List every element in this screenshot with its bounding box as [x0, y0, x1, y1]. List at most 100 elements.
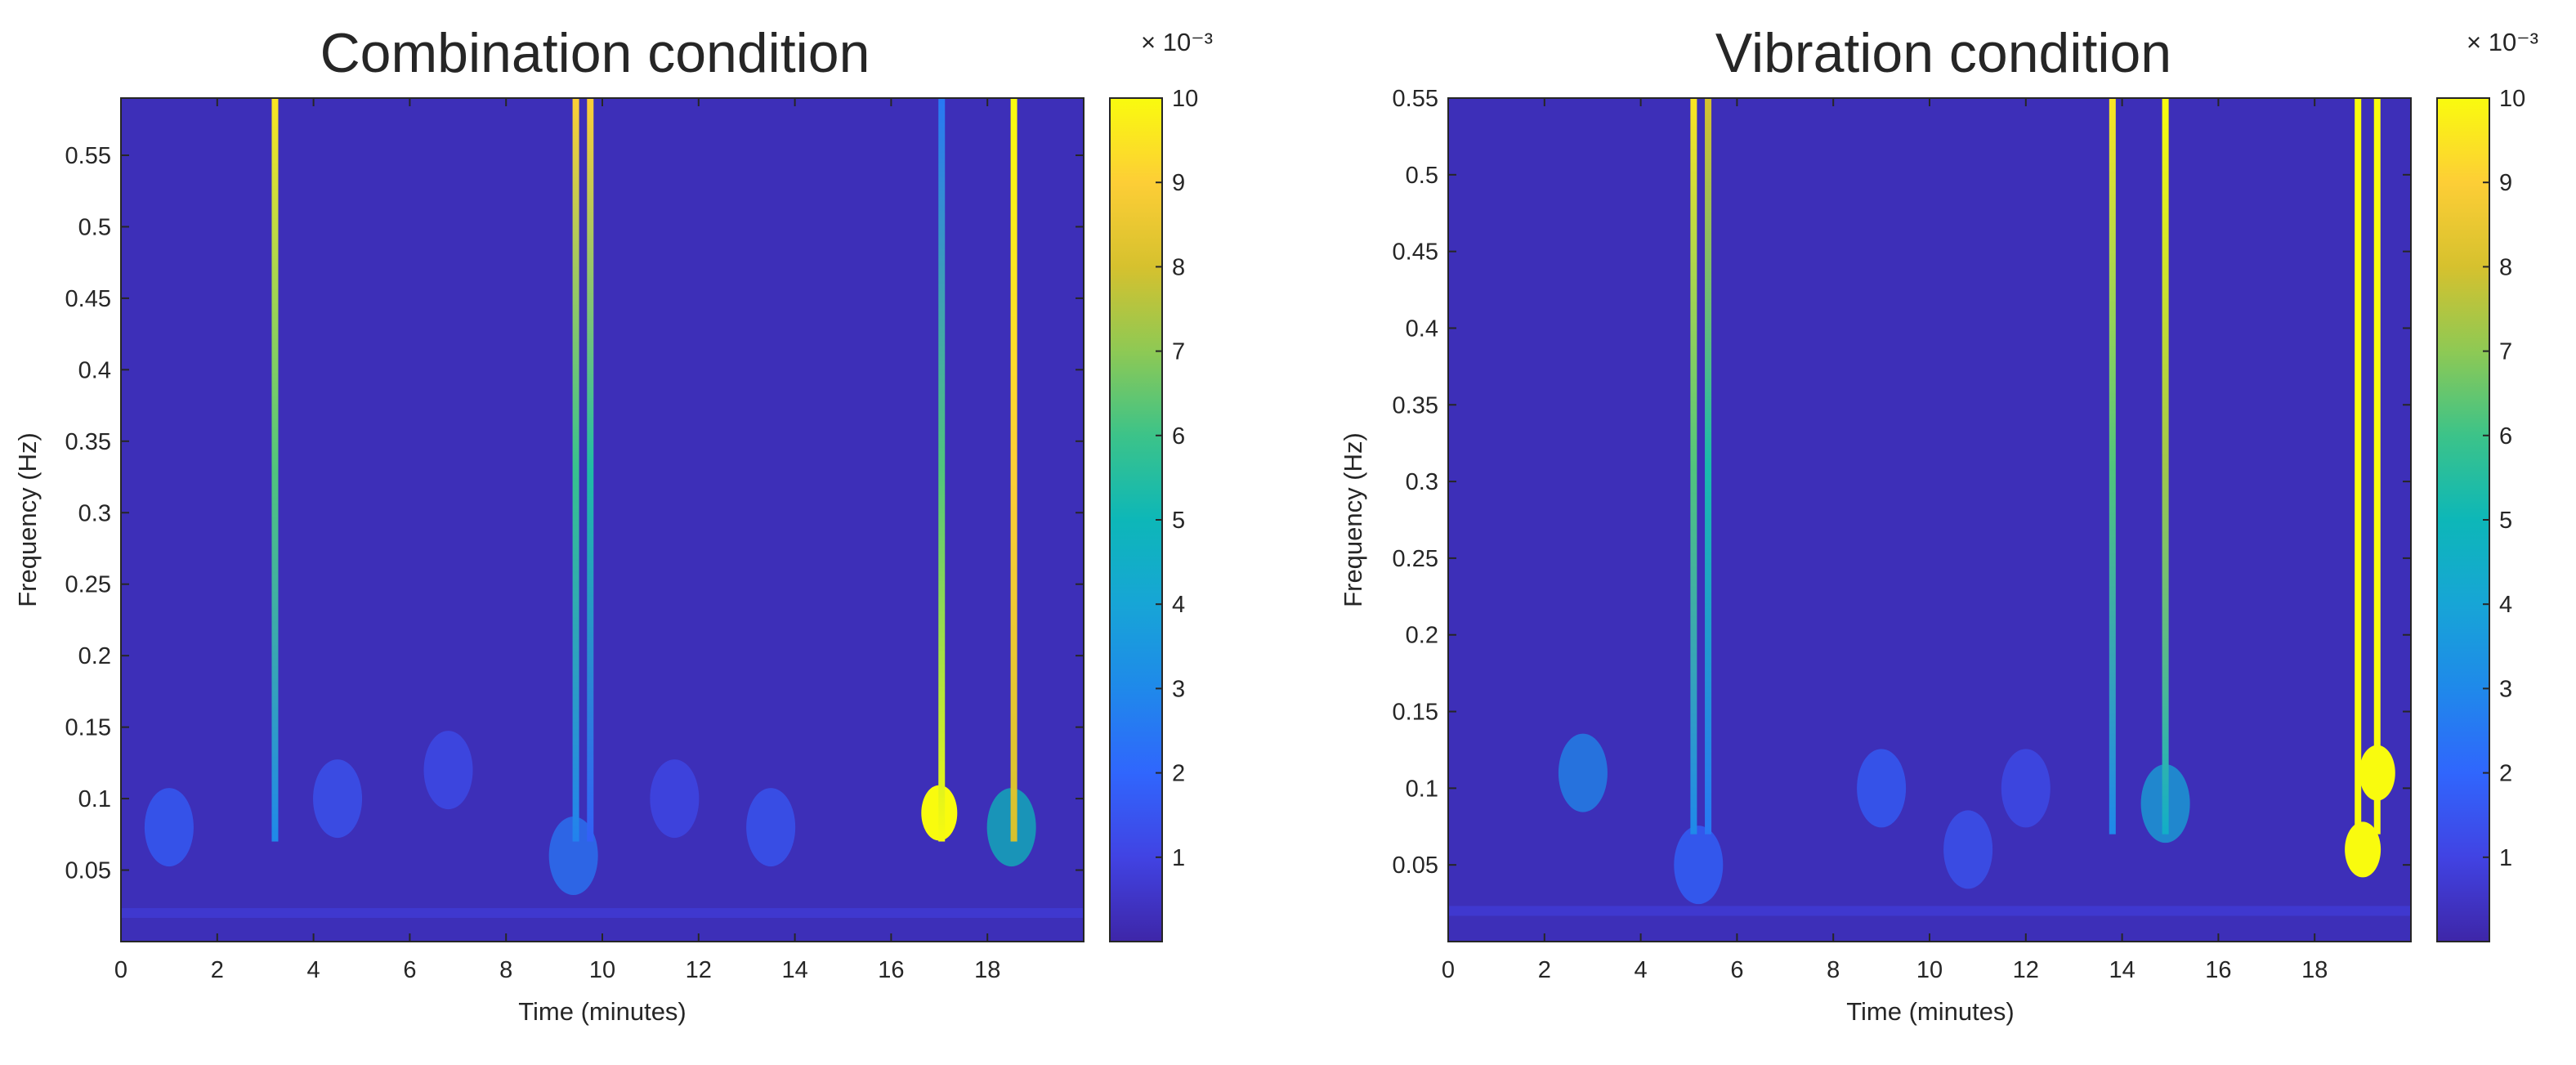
heatmap-blob	[1857, 749, 1907, 828]
chart-title: Vibration condition	[1715, 22, 2171, 84]
heatmap-blob	[1674, 826, 1724, 905]
panel-vibration: Vibration condition 0.050.10.150.20.250.…	[1339, 22, 2538, 1026]
x-tick-label: 16	[878, 957, 904, 983]
x-tick-label: 14	[781, 957, 807, 983]
colorbar-tick-label: 6	[2499, 423, 2512, 450]
colorbar-tick-label: 1	[2499, 845, 2512, 871]
x-tick-label: 2	[211, 957, 224, 983]
heatmap-ridge	[2162, 98, 2169, 835]
heatmap-ridge	[1010, 98, 1017, 842]
colorbar: 1 2 3 4 5 6 7 8 9 10 × 10⁻³	[1109, 28, 1213, 942]
x-ticks: 0 2 4 6 8 10 12 14 16 18	[114, 98, 1000, 983]
colorbar-tick-label: 9	[1172, 170, 1185, 196]
colorbar: 1 2 3 4 5 6 7 8 9 10 × 10⁻³	[2436, 28, 2538, 942]
colorbar-tick-label: 2	[2499, 761, 2512, 787]
heatmap-blob	[548, 817, 598, 896]
colorbar-ticks: 1 2 3 4 5 6 7 8 9 10	[2483, 86, 2525, 871]
low-frequency-band	[1448, 906, 2411, 916]
x-tick-label: 0	[114, 957, 127, 983]
colorbar-tick-label: 4	[2499, 592, 2512, 618]
x-tick-label: 16	[2205, 957, 2231, 983]
colorbar-tick-label: 5	[1172, 508, 1185, 534]
y-tick-label: 0.4	[78, 357, 111, 383]
colorbar-gradient	[2436, 97, 2490, 942]
x-axis-label: Time (minutes)	[1846, 997, 2015, 1026]
y-tick-label: 0.25	[65, 572, 111, 598]
heatmap-blob	[2345, 821, 2381, 878]
heatmap-marks	[1448, 98, 2411, 916]
heatmap-blob	[1558, 733, 1608, 812]
y-tick-label: 0.25	[1393, 546, 1438, 572]
heatmap-blob	[1943, 810, 1993, 889]
x-tick-label: 10	[589, 957, 615, 983]
y-tick-label: 0.2	[78, 643, 111, 669]
colorbar-tick-label: 5	[2499, 508, 2512, 534]
heatmap-blob	[2001, 749, 2051, 828]
y-tick-label: 0.55	[65, 143, 111, 169]
y-tick-label: 0.3	[78, 500, 111, 526]
heatmap-blob	[313, 759, 363, 839]
heatmap-blob	[746, 788, 796, 867]
y-tick-label: 0.45	[65, 286, 111, 312]
y-ticks: 0.05 0.1 0.15 0.2 0.25 0.3 0.35 0.4 0.45 0.5 0.55	[1393, 86, 2411, 879]
x-ticks: 0 2 4 6 8 10 12 14 16 18	[1442, 98, 2328, 983]
colorbar-tick-label: 7	[1172, 339, 1185, 365]
plot-background	[1448, 98, 2411, 942]
x-tick-label: 8	[499, 957, 512, 983]
heatmap-ridge	[2109, 98, 2116, 835]
x-tick-label: 12	[2013, 957, 2039, 983]
x-tick-label: 10	[1916, 957, 1943, 983]
heatmap-blob	[423, 731, 473, 810]
colorbar-multiplier: × 10⁻³	[1141, 28, 1213, 56]
colorbar-tick-label: 2	[1172, 761, 1185, 787]
chart-title: Combination condition	[320, 22, 870, 84]
y-tick-label: 0.05	[1393, 852, 1438, 879]
y-tick-label: 0.4	[1406, 315, 1438, 342]
heatmap-ridge	[2355, 98, 2362, 835]
y-tick-label: 0.05	[65, 858, 111, 884]
heatmap-area	[120, 97, 1085, 942]
colorbar-tick-label: 3	[2499, 676, 2512, 702]
colorbar-tick-label: 4	[1172, 592, 1185, 618]
x-tick-label: 14	[2109, 957, 2135, 983]
colorbar-multiplier: × 10⁻³	[2466, 28, 2538, 56]
x-tick-label: 0	[1442, 957, 1455, 983]
y-tick-label: 0.5	[78, 214, 111, 240]
y-tick-label: 0.15	[65, 715, 111, 741]
heatmap-blob	[144, 788, 194, 867]
heatmap-ridge	[572, 98, 579, 842]
x-axis-label: Time (minutes)	[518, 997, 686, 1026]
y-tick-label: 0.1	[78, 786, 111, 812]
colorbar-tick-label: 10	[1172, 86, 1198, 112]
y-axis-label: Frequency (Hz)	[13, 432, 42, 607]
y-axis-label: Frequency (Hz)	[1339, 432, 1367, 607]
x-tick-label: 6	[1730, 957, 1743, 983]
colorbar-tick-label: 7	[2499, 339, 2512, 365]
y-tick-label: 0.3	[1406, 469, 1438, 495]
y-ticks: 0.05 0.1 0.15 0.2 0.25 0.3 0.35 0.4 0.45 0.5 0.55	[65, 143, 1084, 884]
heatmap-ridge	[271, 98, 279, 842]
heatmap-area	[1447, 97, 2412, 942]
y-tick-label: 0.1	[1406, 776, 1438, 802]
x-tick-label: 8	[1827, 957, 1840, 983]
low-frequency-band	[121, 908, 1084, 919]
y-tick-label: 0.35	[1393, 392, 1438, 418]
panel-combination: Combination condition 0.05 0.1 0.15 0.2 0.25…	[13, 22, 1213, 1026]
x-tick-label: 18	[974, 957, 1000, 983]
y-tick-label: 0.5	[1406, 163, 1438, 189]
y-tick-label: 0.45	[1393, 239, 1438, 266]
x-tick-label: 12	[686, 957, 712, 983]
heatmap-ridge	[938, 98, 946, 842]
colorbar-tick-label: 6	[1172, 423, 1185, 450]
x-tick-label: 2	[1538, 957, 1551, 983]
colorbar-tick-label: 3	[1172, 676, 1185, 702]
y-tick-label: 0.55	[1393, 86, 1438, 112]
colorbar-tick-label: 9	[2499, 170, 2512, 196]
colorbar-tick-label: 1	[1172, 845, 1185, 871]
x-tick-label: 4	[1635, 957, 1648, 983]
y-tick-label: 0.2	[1406, 623, 1438, 649]
y-tick-label: 0.35	[65, 429, 111, 455]
y-tick-label: 0.15	[1393, 700, 1438, 726]
x-tick-label: 6	[403, 957, 416, 983]
